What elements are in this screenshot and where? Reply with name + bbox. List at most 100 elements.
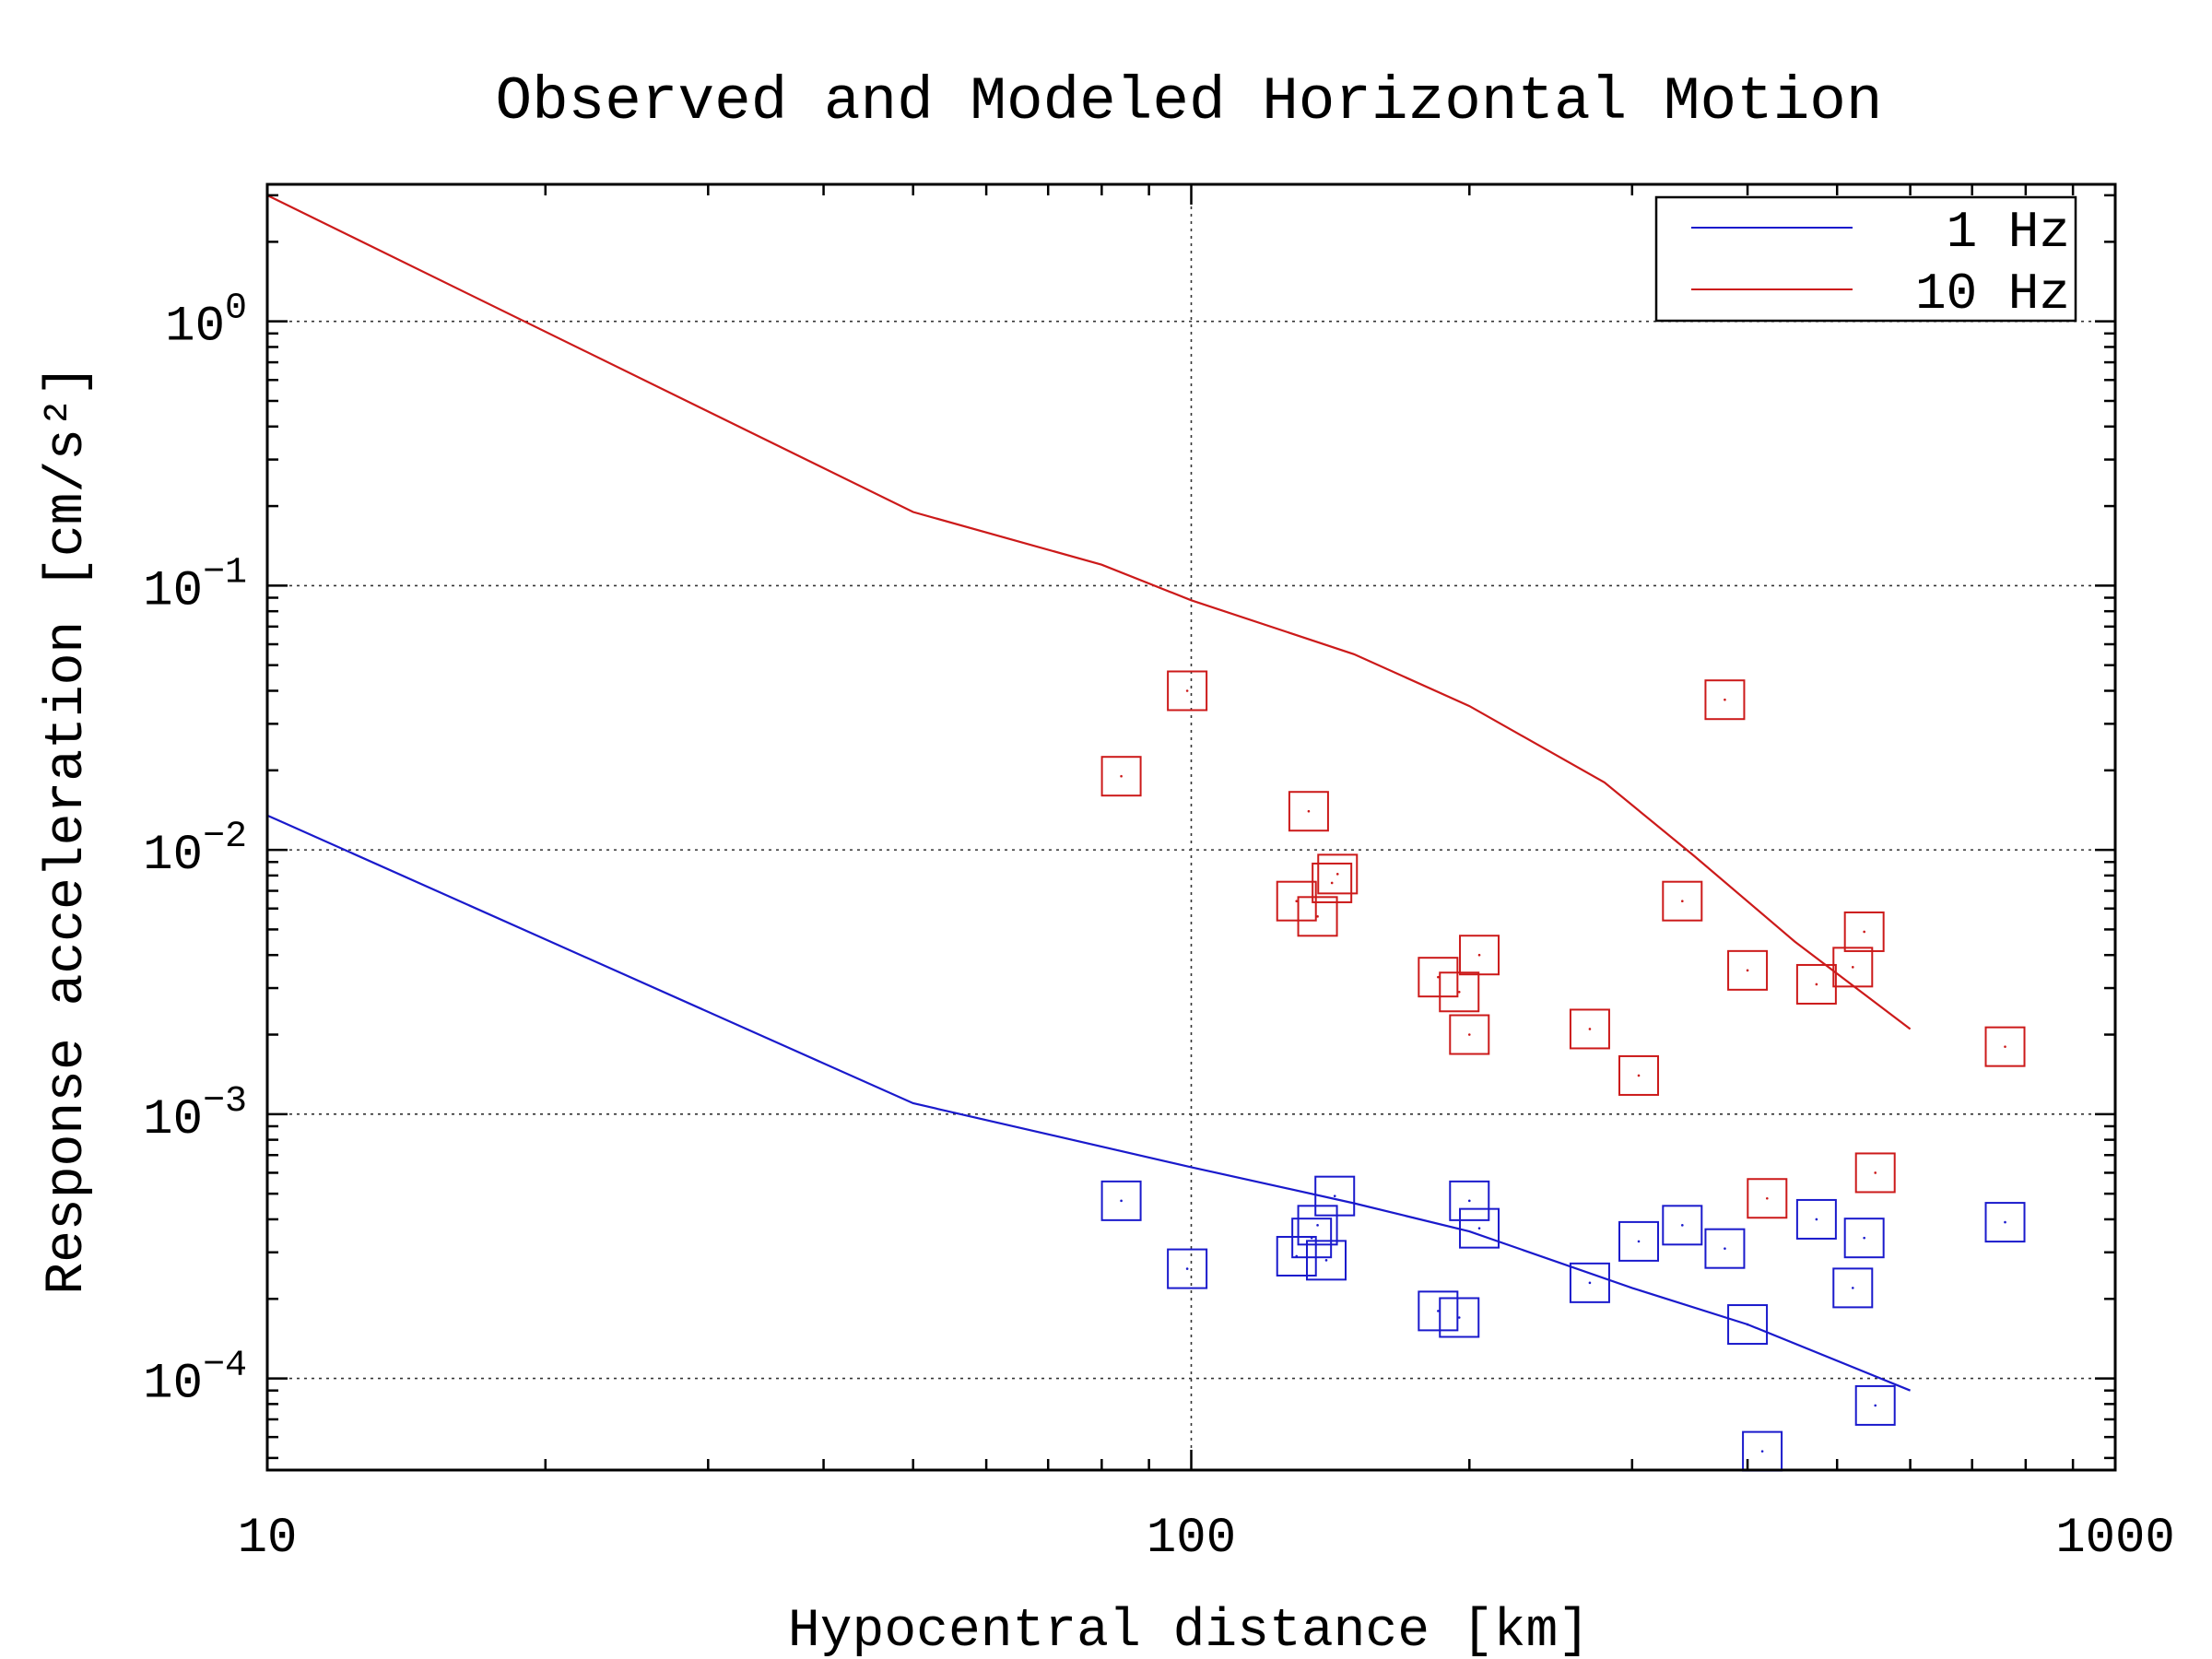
- observed-point-10hz: [1100, 756, 1142, 797]
- observed-point-center-1hz: [1851, 1287, 1854, 1289]
- observed-point-center-1hz: [1863, 1236, 1865, 1240]
- observed-point-1hz: [1439, 1297, 1480, 1338]
- observed-point-center-1hz: [1477, 1227, 1481, 1230]
- observed-point-10hz: [1569, 1008, 1610, 1050]
- observed-point-center-1hz: [1874, 1404, 1877, 1407]
- observed-point-center-10hz: [1467, 1033, 1471, 1036]
- observed-point-center-10hz: [1874, 1171, 1877, 1174]
- observed-point-1hz: [1569, 1262, 1610, 1303]
- observed-point-1hz: [1727, 1304, 1769, 1346]
- series-10hz: [266, 194, 2026, 1219]
- observed-point-1hz: [1100, 1180, 1142, 1221]
- observed-point-10hz: [1167, 670, 1208, 712]
- observed-point-1hz: [1297, 1205, 1338, 1246]
- observed-point-center-10hz: [1185, 689, 1189, 692]
- y-tick-label: 10−4: [143, 1346, 247, 1413]
- observed-point-10hz: [1288, 791, 1329, 832]
- observed-point-10hz: [1747, 1178, 1788, 1219]
- observed-point-center-10hz: [1307, 809, 1311, 813]
- observed-point-center-10hz: [1295, 900, 1299, 902]
- observed-point-10hz: [1618, 1054, 1660, 1096]
- observed-point-1hz: [1305, 1240, 1347, 1281]
- observed-point-center-10hz: [1637, 1074, 1641, 1077]
- observed-point-center-10hz: [1851, 966, 1854, 969]
- observed-point-center-10hz: [1863, 930, 1865, 934]
- series-layer: [266, 194, 2026, 1472]
- observed-point-1hz: [1984, 1202, 2026, 1243]
- observed-point-10hz: [1727, 949, 1769, 991]
- series-1hz: [266, 814, 2026, 1472]
- y-tick-label: 10−3: [143, 1081, 247, 1148]
- observed-point-1hz: [1843, 1218, 1885, 1259]
- legend-label-1hz: 1 Hz: [1947, 203, 2070, 262]
- observed-point-center-1hz: [1815, 1218, 1818, 1221]
- observed-point-center-1hz: [1681, 1224, 1684, 1227]
- legend: 1 Hz 10 Hz: [1654, 195, 2077, 324]
- observed-point-1hz: [1167, 1248, 1208, 1289]
- x-tick-label: 1000: [2055, 1511, 2175, 1567]
- grid: [267, 184, 2115, 1470]
- observed-point-center-1hz: [1437, 1310, 1440, 1312]
- observed-point-1hz: [1854, 1384, 1896, 1426]
- observed-point-10hz: [1276, 880, 1317, 922]
- observed-point-center-1hz: [1324, 1259, 1328, 1262]
- observed-point-10hz: [1297, 896, 1338, 937]
- observed-point-10hz: [1795, 963, 1837, 1005]
- observed-point-1hz: [1418, 1290, 1459, 1332]
- observed-point-center-10hz: [1766, 1196, 1769, 1200]
- ticks: [265, 184, 2115, 1470]
- observed-point-center-1hz: [1588, 1281, 1592, 1285]
- y-tick-label: 100: [165, 288, 247, 356]
- observed-point-center-10hz: [1330, 881, 1334, 885]
- observed-point-center-10hz: [1335, 873, 1339, 876]
- chart-title: Observed and Modeled Horizontal Motion: [495, 67, 1882, 136]
- y-tick-label: 10−1: [143, 552, 247, 619]
- observed-point-10hz: [1449, 1014, 1490, 1055]
- observed-point-center-1hz: [1637, 1240, 1641, 1243]
- model-line-10hz: [266, 194, 1912, 1030]
- observed-point-center-10hz: [1457, 990, 1461, 994]
- observed-point-center-1hz: [1457, 1316, 1461, 1319]
- observed-point-center-1hz: [1467, 1199, 1471, 1203]
- observed-point-10hz: [1984, 1026, 2026, 1067]
- observed-point-1hz: [1276, 1235, 1317, 1277]
- observed-point-1hz: [1795, 1198, 1837, 1240]
- observed-point-center-1hz: [1120, 1199, 1123, 1203]
- observed-point-center-10hz: [1746, 969, 1749, 972]
- observed-point-1hz: [1662, 1205, 1703, 1246]
- observed-point-center-10hz: [1681, 900, 1684, 902]
- observed-point-10hz: [1832, 947, 1874, 988]
- observed-point-center-10hz: [2004, 1045, 2006, 1048]
- observed-point-center-1hz: [1333, 1194, 1336, 1197]
- observed-point-center-1hz: [1316, 1224, 1319, 1227]
- observed-point-center-10hz: [1437, 975, 1440, 979]
- observed-point-center-1hz: [1185, 1267, 1189, 1270]
- observed-point-center-1hz: [1310, 1236, 1313, 1240]
- observed-point-1hz: [1449, 1180, 1490, 1221]
- observed-point-10hz: [1312, 862, 1353, 903]
- y-axis-label: Response acceleration [cm/s²]: [38, 364, 98, 1294]
- legend-box: [1654, 195, 2077, 323]
- observed-point-10hz: [1854, 1152, 1896, 1194]
- observed-point-1hz: [1291, 1218, 1333, 1259]
- observed-point-10hz: [1662, 880, 1703, 922]
- observed-point-center-10hz: [1588, 1028, 1592, 1030]
- observed-point-10hz: [1704, 679, 1746, 721]
- x-tick-label: 100: [1147, 1511, 1236, 1567]
- observed-point-center-10hz: [1477, 953, 1481, 957]
- legend-label-10hz: 10 Hz: [1915, 265, 2070, 324]
- observed-point-1hz: [1459, 1207, 1500, 1249]
- observed-point-1hz: [1618, 1220, 1660, 1262]
- observed-point-center-10hz: [1724, 698, 1726, 701]
- observed-point-1hz: [1314, 1175, 1356, 1217]
- observed-point-10hz: [1418, 957, 1459, 998]
- observed-point-10hz: [1843, 911, 1885, 952]
- observed-point-center-10hz: [1120, 774, 1123, 778]
- observed-point-center-10hz: [1815, 982, 1818, 986]
- observed-point-10hz: [1459, 935, 1500, 976]
- observed-point-1hz: [1704, 1228, 1746, 1269]
- observed-point-center-1hz: [2004, 1220, 2006, 1224]
- observed-point-10hz: [1317, 853, 1359, 895]
- observed-point-1hz: [1832, 1267, 1874, 1309]
